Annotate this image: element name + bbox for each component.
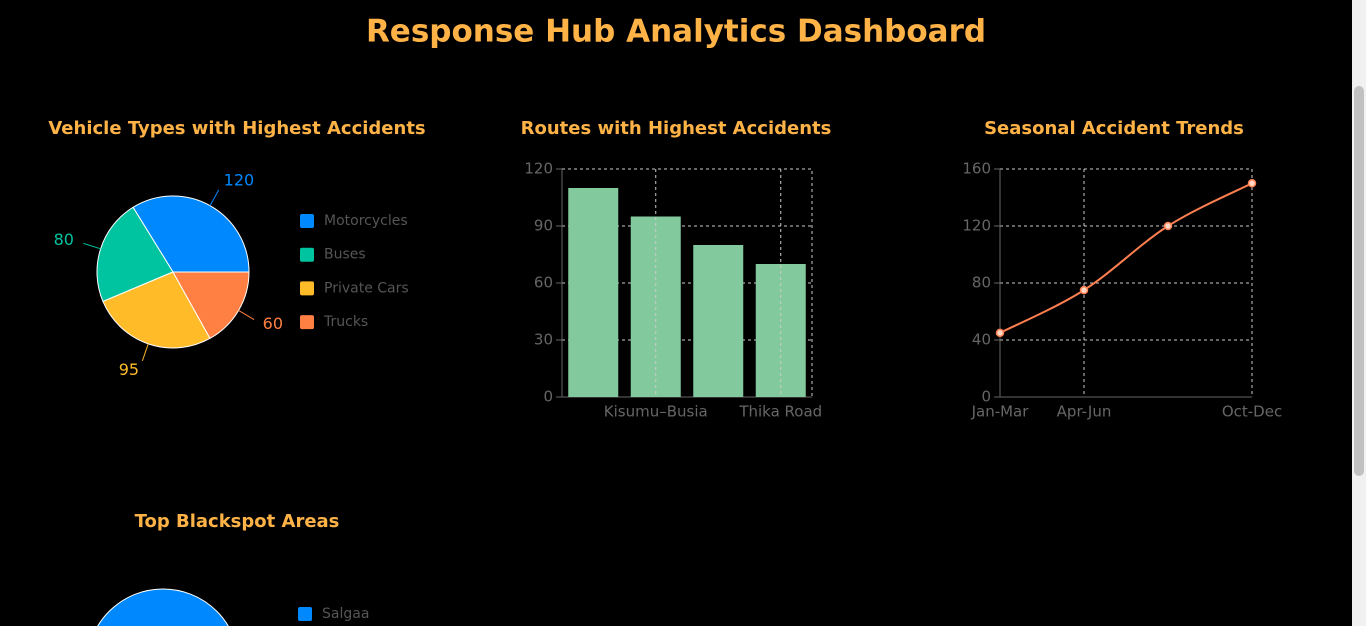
y-tick-label: 60: [534, 274, 553, 292]
page-title: Response Hub Analytics Dashboard: [366, 14, 986, 50]
legend-swatch: [300, 247, 314, 262]
y-tick-label: 0: [543, 388, 553, 406]
bar: [630, 216, 681, 397]
point: [995, 328, 1005, 338]
x-tick-label: Jan-Mar: [971, 403, 1030, 421]
y-tick-label: 160: [962, 160, 991, 178]
point: [1079, 285, 1089, 295]
data-label: 120: [224, 171, 255, 190]
pie-slice: [96, 206, 174, 303]
data-label: 80: [54, 230, 74, 249]
pie-slice: [172, 271, 250, 340]
legend-swatch: [298, 607, 312, 621]
legend-label: Motorcycles: [324, 213, 408, 229]
y-tick-label: 90: [534, 217, 553, 235]
line: [999, 182, 1253, 334]
legend-swatch: [300, 214, 314, 228]
y-tick-label: 40: [972, 331, 991, 349]
data-label: 60: [263, 314, 283, 333]
bar: [568, 188, 619, 397]
y-tick-label: 0: [981, 388, 991, 406]
x-tick-label: Thika Road: [738, 403, 822, 421]
label-line: [141, 343, 149, 362]
y-tick-label: 30: [534, 331, 553, 349]
label-line: [238, 310, 255, 321]
scrollbar-thumb[interactable]: [1354, 86, 1364, 476]
x-tick-label: Apr-Jun: [1057, 403, 1112, 421]
label-line: [209, 189, 220, 206]
y-tick-label: 120: [962, 217, 991, 235]
chart-title: Routes with Highest Accidents: [521, 118, 832, 139]
legend-swatch: [300, 281, 314, 296]
legend-label: Buses: [324, 247, 366, 263]
chart-title: Seasonal Accident Trends: [984, 118, 1244, 139]
y-tick-label: 80: [972, 274, 991, 292]
point: [1247, 179, 1257, 188]
chart-title: Top Blackspot Areas: [135, 511, 340, 532]
x-tick-label: Oct-Dec: [1222, 403, 1282, 421]
legend-label: Trucks: [323, 314, 368, 330]
legend-label: Salgaa: [322, 606, 369, 622]
y-tick-label: 120: [524, 160, 553, 178]
bar: [693, 245, 744, 397]
legend-swatch: [300, 315, 314, 330]
x-tick-label: Kisumu–Busia: [604, 403, 708, 421]
legend-label: Private Cars: [324, 280, 409, 296]
pie-slice: [132, 195, 250, 273]
label-line: [83, 242, 101, 250]
pie-slice: [97, 588, 229, 626]
data-label: 95: [119, 360, 139, 379]
point: [1163, 221, 1173, 231]
chart-title: Vehicle Types with Highest Accidents: [48, 118, 425, 139]
